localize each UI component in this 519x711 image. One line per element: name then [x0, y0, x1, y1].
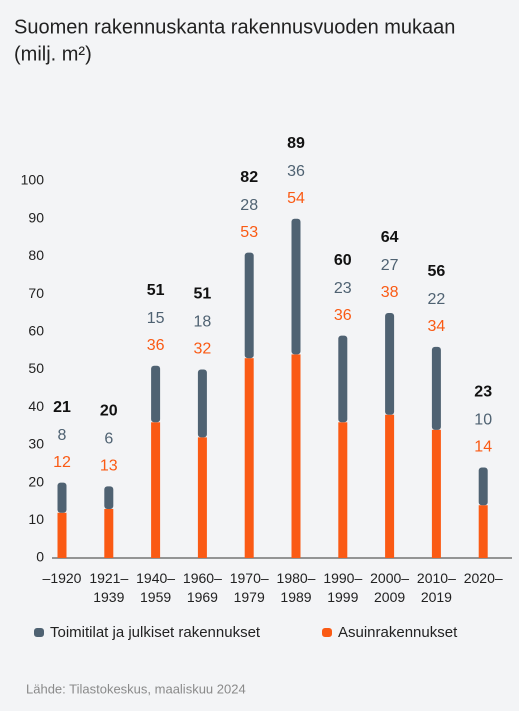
y-tick-label: 50 [28, 360, 44, 376]
legend-marker [34, 628, 44, 637]
bar-segment [151, 422, 161, 558]
y-tick-label: 100 [21, 172, 45, 188]
value-label: 36 [334, 307, 352, 324]
bar-segment [57, 482, 67, 513]
bar-segment [385, 312, 395, 415]
x-tick-label: –1920 [42, 570, 82, 586]
x-tick-label: 1940–1959 [136, 570, 176, 605]
value-label: 8 [58, 427, 67, 444]
bar-segment [197, 369, 207, 438]
total-label: 20 [100, 403, 118, 420]
total-label: 64 [381, 229, 399, 246]
y-tick-label: 70 [28, 285, 44, 301]
value-label: 32 [194, 341, 212, 358]
x-tick-label: 1921–1939 [89, 570, 129, 605]
value-label: 10 [474, 412, 492, 429]
value-label: 18 [194, 314, 212, 331]
bar-segment [431, 429, 441, 558]
total-label: 23 [474, 384, 492, 401]
legend-marker [322, 628, 332, 637]
value-label: 22 [428, 291, 446, 308]
value-label: 15 [147, 310, 165, 327]
value-label: 38 [381, 284, 399, 301]
x-tick-label: 1960–1969 [182, 570, 222, 605]
y-tick-label: 30 [28, 436, 44, 452]
value-label: 36 [287, 163, 305, 180]
bar-segment [338, 335, 348, 423]
value-label: 27 [381, 257, 399, 274]
y-tick-label: 80 [28, 247, 44, 263]
value-label: 53 [240, 224, 258, 241]
legend-label: Asuinrakennukset [338, 624, 458, 641]
bar-segment [431, 346, 441, 430]
value-label: 54 [287, 190, 305, 207]
bar-segment [151, 365, 161, 423]
y-tick-label: 90 [28, 209, 44, 225]
x-tick-label: 1990–1999 [323, 570, 363, 605]
bar-segment [244, 358, 254, 558]
bar-segment [385, 414, 395, 558]
chart-title: Suomen rakennuskanta rakennusvuoden muka… [14, 16, 455, 38]
bar-segment [57, 512, 67, 558]
value-label: 23 [334, 280, 352, 297]
total-label: 56 [428, 263, 446, 280]
total-label: 89 [287, 135, 305, 152]
bar-segment [478, 505, 488, 558]
y-tick-label: 40 [28, 398, 44, 414]
x-tick-label: 2000–2009 [370, 570, 410, 605]
y-tick-label: 0 [36, 549, 44, 565]
source: Lähde: Tilastokeskus, maaliskuu 2024 [26, 681, 246, 696]
bar-segment [478, 467, 488, 506]
value-label: 13 [100, 458, 118, 475]
bar-segment [338, 422, 348, 558]
value-label: 28 [240, 197, 258, 214]
x-tick-label: 2010–2019 [416, 570, 456, 605]
bar-segment [104, 508, 114, 558]
total-label: 60 [334, 252, 352, 269]
total-label: 51 [194, 286, 212, 303]
value-label: 36 [147, 337, 165, 354]
bar-segment [291, 218, 301, 355]
value-label: 6 [104, 431, 113, 448]
x-tick-label: 1980–1989 [276, 570, 316, 605]
y-tick-label: 20 [28, 473, 44, 489]
y-tick-label: 60 [28, 323, 44, 339]
value-label: 12 [53, 454, 71, 471]
legend-label: Toimitilat ja julkiset rakennukset [50, 624, 261, 641]
x-tick-label: 1970–1979 [229, 570, 269, 605]
y-tick-label: 10 [28, 511, 44, 527]
total-label: 21 [53, 399, 71, 416]
bar-segment [291, 354, 301, 558]
x-tick-label: 2020– [463, 570, 503, 586]
bar-segment [197, 437, 207, 558]
chart-subtitle: (milj. m²) [14, 43, 92, 65]
value-label: 34 [428, 318, 446, 335]
value-label: 14 [474, 439, 492, 456]
bar-segment [104, 486, 114, 509]
total-label: 82 [240, 169, 258, 186]
bar-segment [244, 252, 254, 359]
total-label: 51 [147, 282, 165, 299]
